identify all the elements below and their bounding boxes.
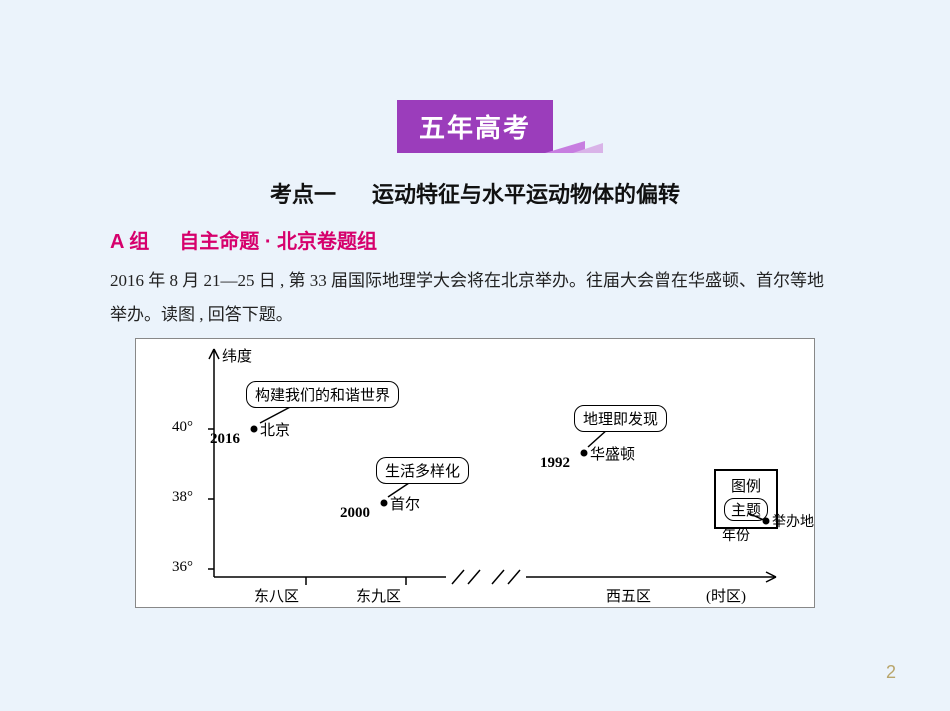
beijing-bubble: 构建我们的和谐世界 (246, 381, 399, 408)
x-axis-label: 东八区 (254, 585, 299, 606)
y-axis-label: 纬度 (222, 345, 252, 366)
group-title: A 组 自主命题 · 北京卷题组 (110, 225, 840, 254)
topic-label: 考点一 (270, 182, 336, 207)
page-number: 2 (886, 662, 896, 683)
seoul-bubble: 生活多样化 (376, 457, 469, 484)
y-tick-label: 38° (172, 489, 193, 506)
seoul-year: 2000 (340, 505, 370, 522)
beijing-year: 2016 (210, 431, 240, 448)
topic-name: 运动特征与水平运动物体的偏转 (372, 182, 680, 207)
x-axis-label: 东九区 (356, 585, 401, 606)
group-subtitle: 自主命题 · 北京卷题组 (179, 231, 377, 253)
y-tick-label: 36° (172, 559, 193, 576)
topic-title: 考点一 运动特征与水平运动物体的偏转 (110, 177, 840, 209)
legend-theme: 主题 (724, 498, 768, 521)
washington-year: 1992 (540, 455, 570, 472)
y-tick-label: 40° (172, 419, 193, 436)
beijing-city: 北京 (260, 419, 290, 440)
beijing-point (251, 426, 258, 433)
banner-accent-2 (573, 143, 603, 153)
legend-year-label: 年份 (722, 525, 750, 545)
washington-city: 华盛顿 (590, 443, 635, 464)
seoul-city: 首尔 (390, 493, 420, 514)
legend-host-label: 举办地 (772, 511, 814, 531)
washington-point (581, 450, 588, 457)
x-axis-label: 西五区 (606, 585, 651, 606)
banner-text: 五年高考 (397, 100, 553, 153)
legend-title: 图例 (724, 475, 768, 496)
chart: 纬度 40° 38° 36° 东八区 东九区 西五区 (时区) 构建我们的和谐世界北京 2016 生… (135, 338, 815, 608)
body-paragraph: 2016 年 8 月 21—25 日 , 第 33 届国际地理学大会将在北京举办… (110, 264, 840, 332)
group-label: A 组 (110, 231, 149, 253)
seoul-point (381, 500, 388, 507)
x-axis-label: (时区) (706, 585, 746, 606)
legend-point (763, 518, 770, 525)
banner: 五年高考 (110, 100, 840, 153)
washington-bubble: 地理即发现 (574, 405, 667, 432)
